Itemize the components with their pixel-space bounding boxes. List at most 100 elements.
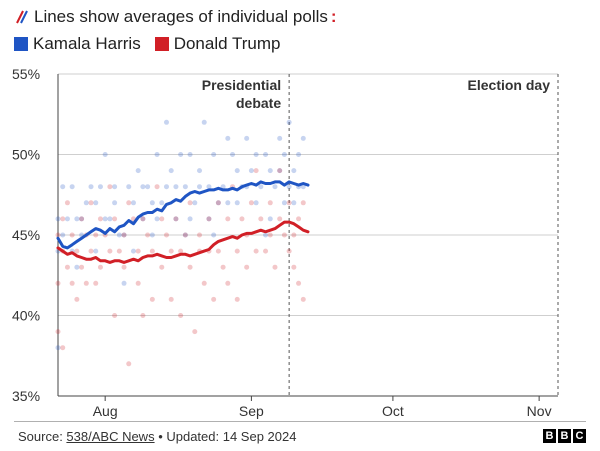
poll-dot (116, 248, 122, 254)
poll-dot (182, 232, 188, 238)
y-tick-label: 45% (12, 227, 40, 243)
poll-dot (154, 216, 160, 222)
poll-dot (263, 232, 269, 238)
poll-dot (69, 280, 75, 286)
poll-dot (140, 313, 146, 318)
poll-dot (135, 168, 141, 174)
poll-dot (182, 232, 188, 238)
poll-dot (121, 232, 127, 238)
poll-dot (55, 232, 61, 238)
poll-dot (253, 168, 259, 174)
poll-dot (74, 296, 80, 302)
poll-dot (253, 200, 259, 206)
poll-dot (230, 152, 236, 157)
poll-dot (107, 184, 113, 190)
x-tick-label: Sep (239, 403, 264, 419)
poll-dot (187, 200, 193, 206)
poll-dot (215, 200, 221, 206)
poll-dot (182, 184, 188, 190)
poll-dot (234, 200, 240, 206)
poll-dot (64, 216, 70, 222)
poll-dot (79, 216, 85, 222)
poll-dot (168, 296, 174, 302)
poll-dot (79, 264, 85, 270)
poll-dot (112, 200, 118, 206)
poll-dot (121, 264, 127, 270)
legend-label-trump: Donald Trump (173, 34, 281, 53)
poll-dot (64, 200, 70, 206)
chart-subtitle: Lines show averages of individual polls … (14, 6, 337, 28)
series-line (56, 220, 310, 264)
poll-dot (163, 232, 169, 238)
poll-dot (168, 248, 174, 254)
legend-item-harris: Kamala Harris (14, 34, 141, 54)
poll-dot (74, 216, 80, 222)
poll-dot (97, 184, 103, 190)
poll-dot (88, 184, 94, 190)
poll-dot (201, 119, 207, 125)
poll-dot (277, 168, 283, 174)
poll-dot (55, 345, 61, 351)
poll-dot (154, 184, 160, 190)
poll-dot (267, 232, 273, 238)
source-note: Source: 538/ABC News • Updated: 14 Sep 2… (18, 429, 296, 444)
poll-dot (178, 313, 184, 318)
y-tick-label: 55% (12, 66, 40, 82)
poll-dot (107, 216, 113, 222)
poll-dot (220, 264, 226, 270)
poll-dot (211, 152, 217, 157)
poll-dot (248, 200, 254, 206)
poll-dot (291, 232, 297, 238)
poll-dot (112, 216, 118, 222)
poll-dot (277, 135, 283, 141)
poll-dot (286, 119, 292, 125)
poll-dot (159, 200, 165, 206)
annotation-label: Election day (468, 77, 551, 93)
poll-dot (281, 152, 287, 157)
poll-dot (102, 152, 108, 157)
y-tick-label: 35% (12, 388, 40, 404)
poll-dot (291, 168, 297, 174)
source-updated: • Updated: 14 Sep 2024 (154, 429, 297, 444)
poll-dot (258, 216, 264, 222)
poll-dot (173, 216, 179, 222)
poll-dot (149, 200, 155, 206)
poll-dot (211, 296, 217, 302)
poll-dot (296, 216, 302, 222)
poll-dot (60, 216, 66, 222)
poll-dot (192, 200, 198, 206)
x-tick-label: Oct (382, 403, 404, 419)
poll-dot (296, 280, 302, 286)
poll-dot (149, 248, 155, 254)
poll-dot (234, 168, 240, 174)
poll-dot (277, 168, 283, 174)
poll-dot (192, 329, 198, 335)
poll-dot (286, 184, 292, 190)
y-tick-label: 50% (12, 147, 40, 163)
poll-dot (225, 200, 231, 206)
poll-dot (267, 200, 273, 206)
poll-dot (135, 280, 141, 286)
poll-dot (206, 216, 212, 222)
poll-dot (244, 135, 250, 141)
poll-dot (239, 216, 245, 222)
trump-swatch (154, 37, 169, 51)
poll-dot (263, 152, 269, 157)
source-link[interactable]: 538/ABC News (66, 429, 155, 444)
x-tick-label: Aug (93, 403, 118, 419)
poll-dot (88, 200, 94, 206)
poll-dot (291, 200, 297, 206)
poll-dot (215, 248, 221, 254)
poll-dot (300, 296, 306, 302)
poll-dot (187, 152, 193, 157)
poll-dot (201, 280, 207, 286)
y-tick-label: 40% (12, 308, 40, 324)
poll-dot (253, 152, 259, 157)
poll-dot (55, 280, 61, 286)
poll-dot (140, 216, 146, 222)
poll-dot (187, 264, 193, 270)
poll-dot (197, 168, 203, 174)
poll-dot (277, 216, 283, 222)
poll-dot (74, 264, 80, 270)
poll-dot (97, 216, 103, 222)
